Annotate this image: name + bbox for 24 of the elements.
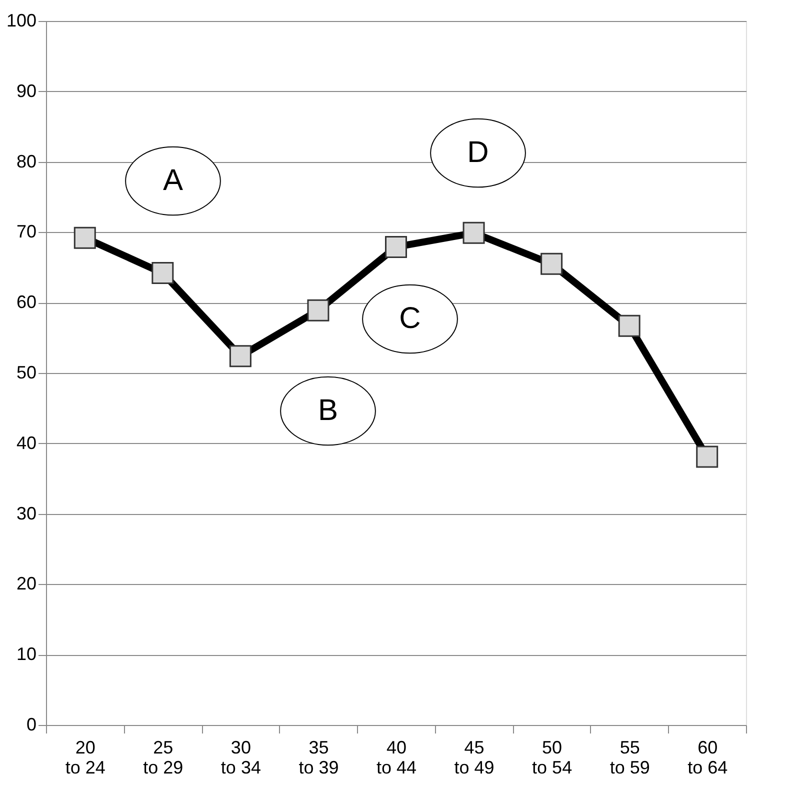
x-tick-label: 55 to 59 [610,738,650,778]
annotation: B [318,394,338,427]
x-tick-label: 30 to 34 [220,738,261,778]
x-tick-label: 45 to 49 [454,738,494,778]
annotation: D [467,136,489,169]
y-tick-label: 30 [16,503,36,524]
annotation: A [162,164,184,197]
x-tick-label: 60 to 64 [688,738,728,778]
y-tick-label: 20 [16,574,36,594]
y-tick-label: 60 [16,292,36,312]
x-tick-label: 25 to 29 [143,738,184,778]
y-tick-label: 40 [16,432,36,453]
y-tick-label: 50 [16,362,36,382]
x-tick-label: 50 to 54 [532,738,572,778]
y-tick-label: 80 [16,151,36,172]
x-tick-label: 40 to 44 [376,738,417,778]
annotation: C [399,302,421,335]
y-tick-label: 70 [16,222,36,242]
x-tick-label: 20 to 24 [65,738,106,778]
y-tick-label: 10 [16,644,36,664]
y-tick-label: 100 [6,10,36,30]
y-tick-label: 0 [26,714,36,734]
x-tick-label: 35 to 39 [298,738,339,778]
y-tick-label: 90 [16,80,36,101]
